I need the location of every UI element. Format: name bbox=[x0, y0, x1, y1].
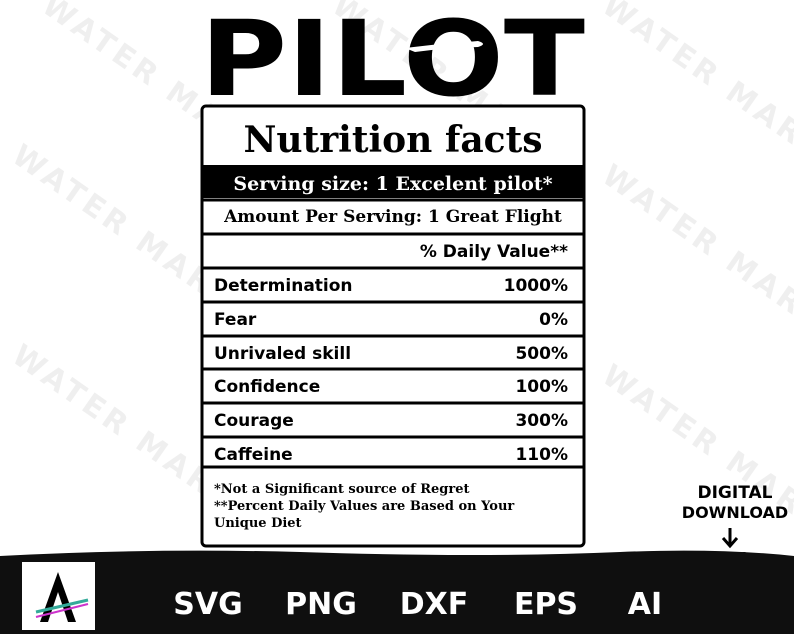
title: PILOT bbox=[200, 0, 585, 120]
nutrient-rows: Determination 1000% Fear 0% Unrivaled skill 5… bbox=[203, 266, 583, 469]
bottom-band bbox=[0, 550, 794, 634]
watermark: WATER MARK bbox=[595, 0, 794, 169]
format-label: DXF bbox=[400, 587, 469, 622]
logo-box bbox=[22, 562, 95, 630]
footnotes: *Not a Significant source of Regret **Per… bbox=[214, 482, 514, 531]
footnote: **Percent Daily Values are Based on Your bbox=[214, 499, 514, 514]
daily-value-header: % Daily Value** bbox=[420, 242, 568, 262]
format-label: AI bbox=[628, 587, 662, 622]
nutrient-value: 500% bbox=[515, 344, 568, 364]
nutrient-name: Determination bbox=[214, 276, 353, 296]
serving-band bbox=[203, 165, 583, 198]
nutrient-name: Confidence bbox=[214, 377, 320, 397]
footnote: Unique Diet bbox=[214, 516, 302, 531]
nutrient-value: 0% bbox=[539, 310, 568, 330]
nutrient-name: Fear bbox=[214, 310, 257, 330]
formats: SVG PNG DXF EPS AI bbox=[173, 587, 662, 622]
download-line2: DOWNLOAD bbox=[682, 503, 788, 522]
nutrient-name: Courage bbox=[214, 411, 294, 431]
nutrient-value: 1000% bbox=[504, 276, 568, 296]
nutrient-value: 300% bbox=[515, 411, 568, 431]
watermark: WATER MARK bbox=[595, 158, 794, 340]
amount-per-serving: Amount Per Serving: 1 Great Flight bbox=[223, 207, 562, 227]
airplane-icon bbox=[405, 34, 483, 58]
format-label: EPS bbox=[514, 587, 578, 622]
format-label: PNG bbox=[285, 587, 357, 622]
serving-size: Serving size: 1 Excelent pilot* bbox=[233, 173, 552, 195]
footnote: *Not a Significant source of Regret bbox=[214, 482, 470, 497]
nutrient-name: Unrivaled skill bbox=[214, 344, 351, 364]
download-line1: DIGITAL bbox=[698, 483, 773, 503]
nutrient-value: 110% bbox=[515, 445, 568, 465]
nutrient-name: Caffeine bbox=[214, 445, 293, 465]
nutrient-value: 100% bbox=[515, 377, 568, 397]
logo-stroke bbox=[35, 598, 89, 614]
label-heading: Nutrition facts bbox=[243, 119, 542, 161]
format-label: SVG bbox=[173, 587, 242, 622]
logo-stroke bbox=[35, 603, 89, 618]
